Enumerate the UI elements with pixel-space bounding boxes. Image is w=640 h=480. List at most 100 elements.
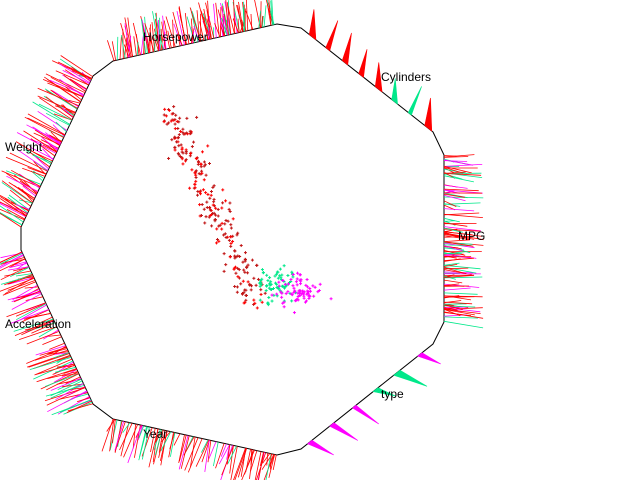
axis-ray — [443, 226, 482, 232]
axis-ray — [443, 155, 457, 157]
axis-ray — [57, 61, 93, 79]
axis-ray — [141, 19, 147, 54]
data-point — [209, 190, 213, 194]
axis-histograms — [0, 0, 484, 480]
axis-ray — [443, 295, 460, 299]
axis-ray — [178, 435, 189, 470]
axis-ray — [53, 345, 67, 355]
axis-ray — [391, 78, 398, 105]
data-point — [227, 238, 231, 242]
axis-ray — [14, 261, 27, 266]
data-point — [207, 215, 211, 219]
data-point — [263, 291, 267, 295]
data-point — [208, 208, 212, 212]
axis-ray — [146, 36, 150, 53]
axis-ray — [0, 212, 23, 226]
axis-ray — [226, 444, 231, 465]
data-point — [277, 284, 281, 288]
axis-ray — [443, 208, 475, 212]
data-point — [304, 299, 308, 303]
data-point — [273, 274, 277, 278]
axis-ray — [60, 399, 92, 413]
axis-ray — [59, 63, 91, 84]
data-point — [204, 173, 208, 177]
data-point — [244, 294, 248, 298]
axis-ray — [49, 351, 69, 355]
axis-ray — [208, 441, 217, 459]
axis-ray — [154, 31, 156, 52]
data-point — [232, 267, 236, 271]
axis-ray — [443, 160, 468, 162]
data-point — [282, 305, 286, 309]
axis-ray — [36, 368, 77, 383]
data-point — [196, 162, 200, 166]
axis-ray — [0, 258, 26, 272]
data-point — [255, 306, 259, 310]
axis-ray — [139, 426, 147, 457]
axis-ray — [198, 2, 209, 40]
axis-ray — [443, 267, 469, 270]
axis-ray — [45, 385, 85, 397]
type-rays — [307, 352, 441, 456]
axis-ray — [443, 172, 482, 176]
axis-ray — [0, 277, 35, 292]
axis-ray — [38, 103, 73, 121]
data-point — [280, 291, 284, 295]
axis-ray — [225, 0, 229, 36]
data-point — [203, 163, 207, 167]
data-point — [181, 162, 185, 166]
data-point — [317, 289, 321, 293]
data-point — [280, 295, 284, 299]
axis-ray — [32, 170, 45, 180]
data-point — [176, 151, 180, 155]
axis-ray — [245, 449, 251, 473]
axis-ray — [8, 277, 35, 285]
axis-ray — [7, 280, 36, 291]
data-point — [235, 285, 239, 289]
data-point — [220, 206, 224, 210]
axis-ray — [13, 185, 35, 201]
axis-ray — [372, 387, 396, 397]
data-point — [224, 263, 228, 267]
data-point — [205, 200, 209, 204]
axis-ray — [443, 212, 480, 216]
data-point — [275, 292, 279, 296]
data-point — [298, 278, 302, 282]
axis-ray — [443, 189, 483, 194]
axis-ray — [270, 453, 272, 470]
axis-ray — [9, 309, 49, 324]
axis-ray — [15, 204, 30, 210]
axis-ray — [207, 440, 212, 463]
data-point — [167, 108, 171, 112]
data-point — [224, 218, 228, 222]
axis-ray — [172, 19, 175, 48]
axis-ray — [123, 44, 130, 58]
axis-ray — [270, 0, 273, 26]
data-point — [167, 121, 171, 125]
data-point — [184, 151, 188, 155]
data-point — [299, 282, 303, 286]
axis-ray — [47, 390, 88, 413]
axis-ray — [219, 14, 224, 37]
data-point — [271, 287, 275, 291]
axis-ray — [443, 292, 478, 295]
axis-ray — [71, 70, 92, 80]
axis-ray — [158, 429, 164, 453]
axis-ray — [15, 303, 47, 317]
axis-ray — [0, 212, 22, 228]
data-point — [199, 214, 203, 218]
axis-ray — [307, 439, 334, 456]
axis-ray — [10, 267, 30, 278]
axis-ray — [443, 156, 469, 158]
data-point — [306, 285, 310, 289]
data-point — [234, 271, 238, 275]
axis-ray — [46, 334, 61, 337]
data-point — [259, 292, 263, 296]
data-point — [281, 278, 285, 282]
axis-ray — [262, 453, 271, 464]
axis-ray — [443, 173, 463, 180]
data-point — [200, 203, 204, 207]
axis-ray — [119, 423, 133, 451]
axis-ray — [158, 430, 166, 458]
